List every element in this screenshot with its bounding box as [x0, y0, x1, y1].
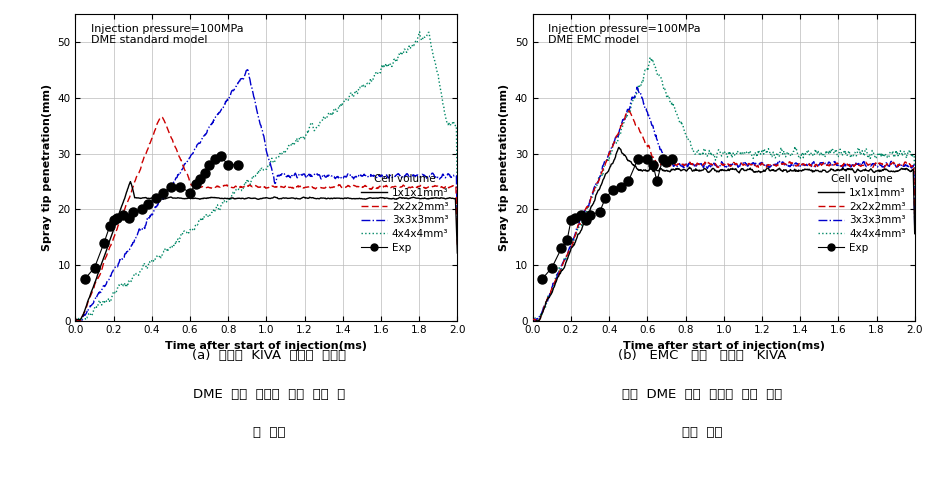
Y-axis label: Spray tip penetration(mm): Spray tip penetration(mm): [41, 84, 52, 251]
Legend: 1x1x1mm³, 2x2x2mm³, 3x3x3mm³, 4x4x4mm³, Exp: 1x1x1mm³, 2x2x2mm³, 3x3x3mm³, 4x4x4mm³, …: [818, 174, 905, 253]
Text: Injection pressure=100MPa
DME standard model: Injection pressure=100MPa DME standard m…: [91, 24, 243, 45]
Legend: 1x1x1mm³, 2x2x2mm³, 3x3x3mm³, 4x4x4mm³, Exp: 1x1x1mm³, 2x2x2mm³, 3x3x3mm³, 4x4x4mm³, …: [360, 174, 448, 253]
Text: (a)  기존의  KIVA  코드를  이용한: (a) 기존의 KIVA 코드를 이용한: [191, 349, 346, 362]
Text: (b)   EMC   모델   적용된   KIVA: (b) EMC 모델 적용된 KIVA: [619, 349, 786, 362]
Text: 이  결과: 이 결과: [253, 426, 285, 439]
Text: 코드  DME  분무  해석의  분무  발달: 코드 DME 분무 해석의 분무 발달: [622, 388, 783, 401]
X-axis label: Time after start of injection(ms): Time after start of injection(ms): [622, 341, 825, 351]
Text: Injection pressure=100MPa
DME EMC model: Injection pressure=100MPa DME EMC model: [548, 24, 701, 45]
Text: 길이  결과: 길이 결과: [683, 426, 722, 439]
X-axis label: Time after start of injection(ms): Time after start of injection(ms): [165, 341, 368, 351]
Text: DME  분무  해석의  분무  발달  길: DME 분무 해석의 분무 발달 길: [192, 388, 345, 401]
Y-axis label: Spray tip penetration(mm): Spray tip penetration(mm): [499, 84, 509, 251]
